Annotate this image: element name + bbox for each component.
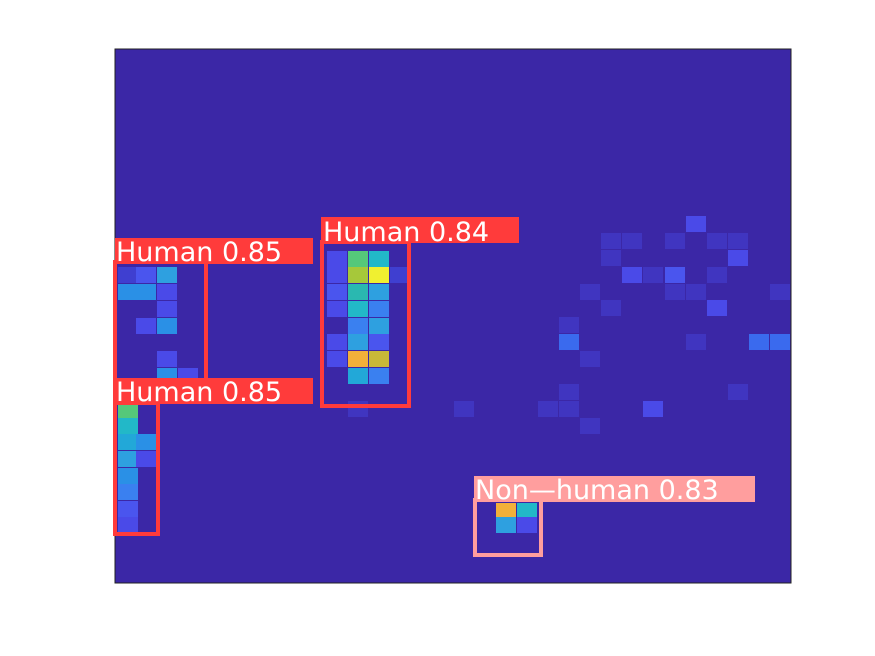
heatmap-cell: [707, 300, 727, 316]
heatmap-cell: [348, 401, 368, 417]
heatmap-cell: [118, 405, 138, 421]
heatmap-cell: [559, 334, 579, 350]
heatmap-cell: [580, 418, 600, 434]
heatmap-cell: [559, 317, 579, 333]
heatmap-cell: [327, 251, 347, 267]
heatmap-cell: [686, 334, 706, 350]
heatmap-cell: [157, 267, 177, 283]
heatmap-cell: [643, 267, 663, 283]
detection-4[interactable]: Non—human 0.83: [473, 475, 755, 557]
heatmap-cell: [348, 318, 368, 334]
heatmap-cell: [118, 434, 138, 450]
heatmap-cell: [118, 484, 138, 500]
heatmap-cell: [686, 216, 706, 232]
heatmap-cell: [707, 267, 727, 283]
heatmap-cell: [157, 351, 177, 367]
heatmap-cell: [454, 401, 474, 417]
detection-2[interactable]: Human 0.84: [320, 217, 519, 408]
heatmap-cell: [770, 284, 790, 300]
heatmap-cell: [559, 401, 579, 417]
heatmap-cell: [749, 334, 769, 350]
heatmap-cell: [136, 284, 156, 300]
heatmap-cell: [157, 318, 177, 334]
heatmap-cell: [118, 501, 138, 517]
heatmap-cell: [580, 284, 600, 300]
heatmap-cell: [601, 250, 621, 266]
heatmap-cell: [496, 503, 516, 519]
heatmap-cell: [601, 233, 621, 249]
heatmap-cell: [390, 267, 410, 283]
heatmap-cell: [665, 267, 685, 283]
heatmap-cell: [327, 301, 347, 317]
heatmap-cell: [601, 300, 621, 316]
heatmap-cell: [686, 284, 706, 300]
heatmap-cell: [707, 233, 727, 249]
heatmap-cell: [559, 384, 579, 400]
heatmap-cell: [327, 267, 347, 283]
heatmap-cell: [348, 284, 368, 300]
heatmap-cell: [157, 284, 177, 300]
heatmap-cell: [369, 251, 389, 267]
heatmap-cell: [327, 334, 347, 350]
detection-3[interactable]: Human 0.85: [113, 377, 313, 536]
heatmap-cell: [136, 434, 156, 450]
detection-label: Human 0.84: [323, 217, 489, 248]
heatmap-cell: [327, 284, 347, 300]
heatmap-cell: [369, 368, 389, 384]
detection-1[interactable]: Human 0.85: [113, 237, 313, 404]
heatmap-cell: [728, 250, 748, 266]
heatmap-cell: [348, 251, 368, 267]
heatmap-cell: [369, 318, 389, 334]
heatmap-cell: [517, 503, 537, 519]
heatmap-cell: [327, 351, 347, 367]
heatmap-cell: [580, 351, 600, 367]
heatmap-cell: [348, 351, 368, 367]
heatmap-cell: [348, 301, 368, 317]
detection-label: Human 0.85: [116, 237, 282, 268]
detection-label-bg: [115, 238, 313, 264]
heatmap-cell: [538, 401, 558, 417]
heatmap-cell: [728, 384, 748, 400]
heatmap-cell: [665, 233, 685, 249]
heatmap-cell: [157, 301, 177, 317]
detection-label-bg: [115, 378, 313, 404]
heatmap-cell: [369, 351, 389, 367]
detection-label-bg: [321, 217, 519, 243]
heatmap-cell: [369, 334, 389, 350]
heatmap-cell: [496, 517, 516, 533]
heatmap-cell: [118, 284, 138, 300]
heatmap-cell: [369, 267, 389, 283]
detection-label: Human 0.85: [116, 377, 282, 408]
detection-label: Non—human 0.83: [475, 475, 719, 506]
heatmap-cell: [770, 334, 790, 350]
heatmap-cell: [118, 517, 138, 533]
heatmap-cell: [622, 233, 642, 249]
heatmap-cell: [136, 451, 156, 467]
heatmap-cell: [643, 401, 663, 417]
heatmap-cell: [118, 468, 138, 484]
heatmap-cell: [369, 301, 389, 317]
heatmap-cell: [369, 284, 389, 300]
heatmap-cell: [728, 233, 748, 249]
heatmap-cell: [665, 284, 685, 300]
heatmap-cell: [136, 318, 156, 334]
heatmap-cell: [622, 267, 642, 283]
heatmap-cell: [118, 267, 138, 283]
heatmap-cell: [517, 517, 537, 533]
heatmap-cell: [348, 334, 368, 350]
heatmap-cell: [118, 418, 138, 434]
heatmap-cell: [136, 267, 156, 283]
detection-label-bg: [474, 476, 755, 502]
heatmap-cell: [348, 267, 368, 283]
heatmap-cell: [118, 451, 138, 467]
heatmap-cell: [348, 368, 368, 384]
